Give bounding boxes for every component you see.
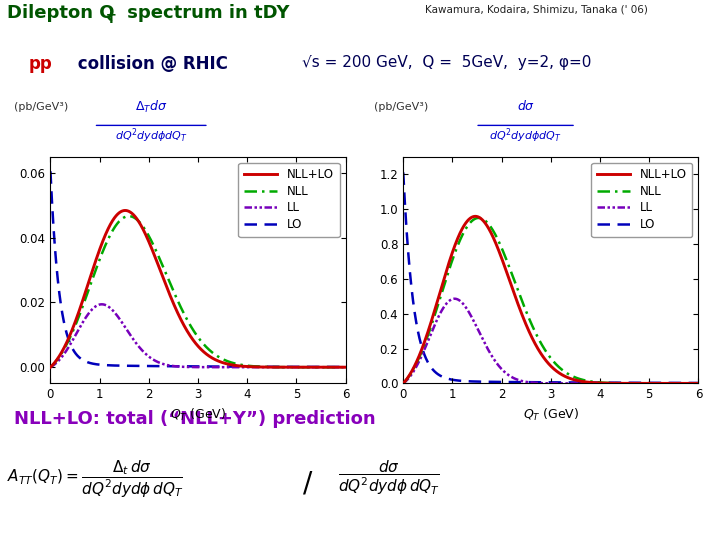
Text: $/$: $/$ [302,470,314,498]
Text: $\dfrac{d\sigma}{dQ^2 dyd\phi\, dQ_T}$: $\dfrac{d\sigma}{dQ^2 dyd\phi\, dQ_T}$ [338,459,440,497]
Text: (pb/GeV³): (pb/GeV³) [374,102,428,112]
Text: pp: pp [29,56,53,73]
Legend: NLL+LO, NLL, LL, LO: NLL+LO, NLL, LL, LO [591,163,693,237]
Text: T: T [107,13,115,26]
Text: √s = 200 GeV,  Q =  5GeV,  y=2, φ=0: √s = 200 GeV, Q = 5GeV, y=2, φ=0 [302,56,592,70]
Text: spectrum in tDY: spectrum in tDY [121,4,289,22]
Text: $dQ^2 dyd\phi dQ_T$: $dQ^2 dyd\phi dQ_T$ [489,127,562,145]
Text: NLL+LO: total (“NLL+Y”) prediction: NLL+LO: total (“NLL+Y”) prediction [14,410,376,428]
Text: $A_{TT}(Q_T) = \dfrac{\Delta_t\, d\sigma}{dQ^2 dyd\phi\, dQ_T}$: $A_{TT}(Q_T) = \dfrac{\Delta_t\, d\sigma… [7,459,184,500]
Text: (pb/GeV³): (pb/GeV³) [14,102,68,112]
Text: $dQ^2 dyd\phi dQ_T$: $dQ^2 dyd\phi dQ_T$ [114,127,188,145]
Text: collision @ RHIC: collision @ RHIC [72,56,228,73]
X-axis label: $Q_T$ (GeV): $Q_T$ (GeV) [523,407,579,423]
Text: Dilepton Q: Dilepton Q [7,4,114,22]
Legend: NLL+LO, NLL, LL, LO: NLL+LO, NLL, LL, LO [238,163,340,237]
Text: $d\sigma$: $d\sigma$ [516,99,535,113]
Text: Kawamura, Kodaira, Shimizu, Tanaka (' 06): Kawamura, Kodaira, Shimizu, Tanaka (' 06… [425,4,648,15]
X-axis label: $Q_T$ (GeV): $Q_T$ (GeV) [170,407,226,423]
Text: $\Delta_T d\sigma$: $\Delta_T d\sigma$ [135,99,168,115]
